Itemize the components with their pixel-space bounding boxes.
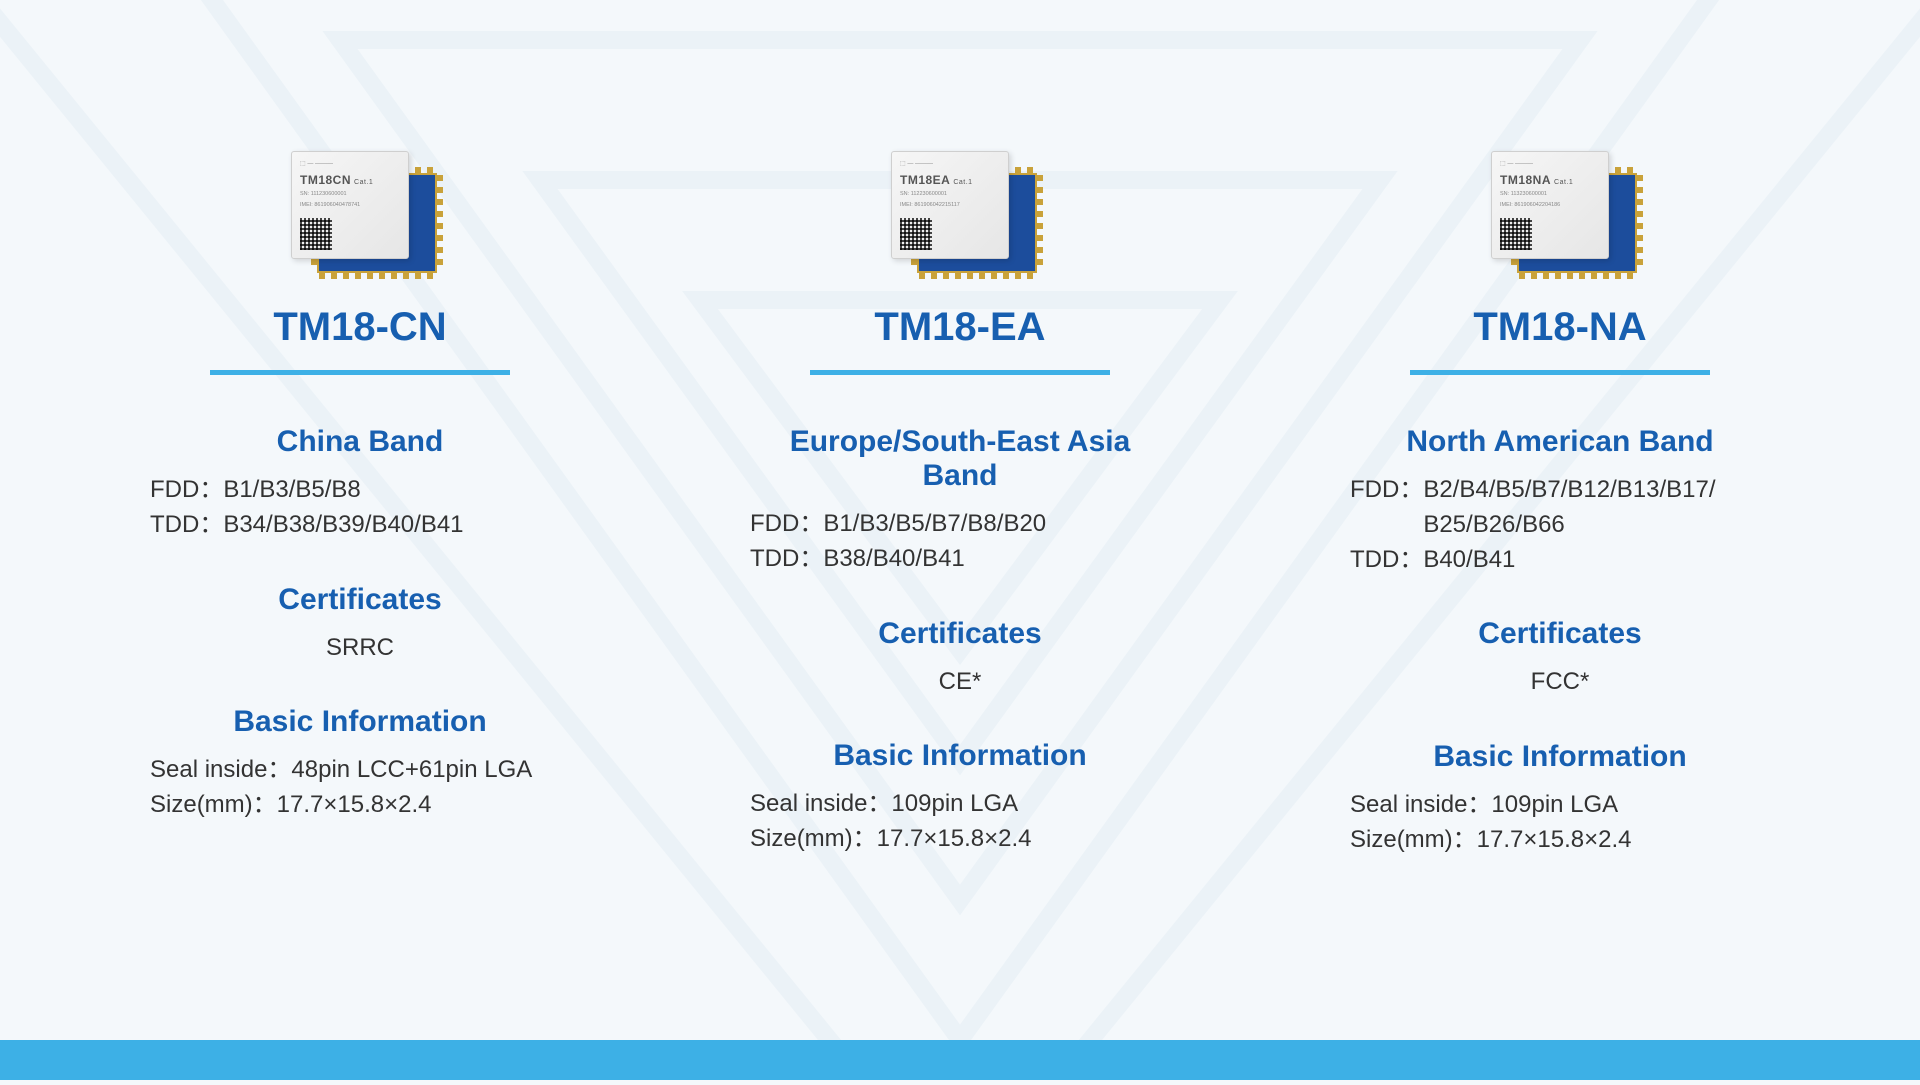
size-label: Size(mm)： <box>750 822 877 857</box>
size-label: Size(mm)： <box>1350 823 1477 858</box>
chip-model-label: TM18NA <box>1500 173 1551 187</box>
size-label: Size(mm)： <box>150 788 277 823</box>
size-value: 17.7×15.8×2.4 <box>1477 823 1632 858</box>
certificates-value: SRRC <box>150 631 570 666</box>
size-value: 17.7×15.8×2.4 <box>877 822 1032 857</box>
seal-value: 109pin LGA <box>891 787 1018 822</box>
tdd-label: TDD： <box>150 508 223 543</box>
title-underline <box>810 370 1110 375</box>
basic-info-heading: Basic Information <box>750 739 1170 773</box>
chip-sn: SN: 111230600001 <box>300 191 400 198</box>
size-value: 17.7×15.8×2.4 <box>277 788 432 823</box>
chip-module-image: ⬚ — ——— TM18EACat.1 SN: 112230600001 IME… <box>885 145 1035 275</box>
qr-code-icon <box>1500 218 1532 250</box>
seal-value: 109pin LGA <box>1491 788 1618 823</box>
basic-info-section: Basic Information Seal inside：109pin LGA… <box>750 739 1170 857</box>
qr-code-icon <box>300 218 332 250</box>
fdd-label: FDD： <box>1350 473 1423 543</box>
certificates-value: CE* <box>750 665 1170 700</box>
seal-label: Seal inside： <box>150 753 291 788</box>
band-section: Europe/South-East Asia Band FDD：B1/B3/B5… <box>750 425 1170 577</box>
tdd-label: TDD： <box>1350 543 1423 578</box>
product-column: ⬚ — ——— TM18NACat.1 SN: 113230600001 IME… <box>1350 145 1770 898</box>
certificates-section: Certificates SRRC <box>150 583 570 666</box>
tdd-value: B38/B40/B41 <box>823 542 964 577</box>
product-column: ⬚ — ——— TM18CNCat.1 SN: 111230600001 IME… <box>150 145 570 898</box>
basic-info-section: Basic Information Seal inside：109pin LGA… <box>1350 740 1770 858</box>
band-heading: Europe/South-East Asia Band <box>750 425 1170 493</box>
fdd-label: FDD： <box>150 473 223 508</box>
products-row: ⬚ — ——— TM18CNCat.1 SN: 111230600001 IME… <box>0 0 1920 898</box>
tdd-label: TDD： <box>750 542 823 577</box>
title-underline <box>1410 370 1710 375</box>
chip-model-label: TM18CN <box>300 173 351 187</box>
certificates-section: Certificates FCC* <box>1350 617 1770 700</box>
certificates-heading: Certificates <box>750 617 1170 651</box>
title-underline <box>210 370 510 375</box>
certificates-heading: Certificates <box>1350 617 1770 651</box>
fdd-label: FDD： <box>750 507 823 542</box>
seal-value: 48pin LCC+61pin LGA <box>291 753 532 788</box>
qr-code-icon <box>900 218 932 250</box>
certificates-value: FCC* <box>1350 665 1770 700</box>
certificates-heading: Certificates <box>150 583 570 617</box>
chip-module-image: ⬚ — ——— TM18CNCat.1 SN: 111230600001 IME… <box>285 145 435 275</box>
fdd-value: B1/B3/B5/B8 <box>223 473 360 508</box>
chip-imei: IMEI: 861906042204186 <box>1500 202 1600 209</box>
basic-info-heading: Basic Information <box>1350 740 1770 774</box>
seal-label: Seal inside： <box>750 787 891 822</box>
chip-model-label: TM18EA <box>900 173 950 187</box>
tdd-value: B34/B38/B39/B40/B41 <box>223 508 463 543</box>
product-title: TM18-CN <box>273 305 446 350</box>
fdd-value: B2/B4/B5/B7/B12/B13/B17/​B25/B26/B66 <box>1423 473 1770 543</box>
basic-info-heading: Basic Information <box>150 705 570 739</box>
certificates-section: Certificates CE* <box>750 617 1170 700</box>
tdd-value: B40/B41 <box>1423 543 1515 578</box>
product-title: TM18-EA <box>874 305 1045 350</box>
band-section: North American Band FDD：B2/B4/B5/B7/B12/… <box>1350 425 1770 577</box>
band-heading: North American Band <box>1350 425 1770 459</box>
chip-module-image: ⬚ — ——— TM18NACat.1 SN: 113230600001 IME… <box>1485 145 1635 275</box>
bottom-accent-bar <box>0 1040 1920 1080</box>
chip-sn: SN: 113230600001 <box>1500 191 1600 198</box>
chip-sn: SN: 112230600001 <box>900 191 1000 198</box>
chip-sub-label: Cat.1 <box>1554 179 1573 186</box>
chip-imei: IMEI: 861906042215117 <box>900 202 1000 209</box>
fdd-value: B1/B3/B5/B7/B8/B20 <box>823 507 1046 542</box>
band-heading: China Band <box>150 425 570 459</box>
chip-sub-label: Cat.1 <box>354 179 373 186</box>
product-title: TM18-NA <box>1473 305 1646 350</box>
product-column: ⬚ — ——— TM18EACat.1 SN: 112230600001 IME… <box>750 145 1170 898</box>
seal-label: Seal inside： <box>1350 788 1491 823</box>
chip-imei: IMEI: 861906040478741 <box>300 202 400 209</box>
band-section: China Band FDD：B1/B3/B5/B8 TDD：B34/B38/B… <box>150 425 570 543</box>
basic-info-section: Basic Information Seal inside：48pin LCC+… <box>150 705 570 823</box>
chip-sub-label: Cat.1 <box>953 179 972 186</box>
